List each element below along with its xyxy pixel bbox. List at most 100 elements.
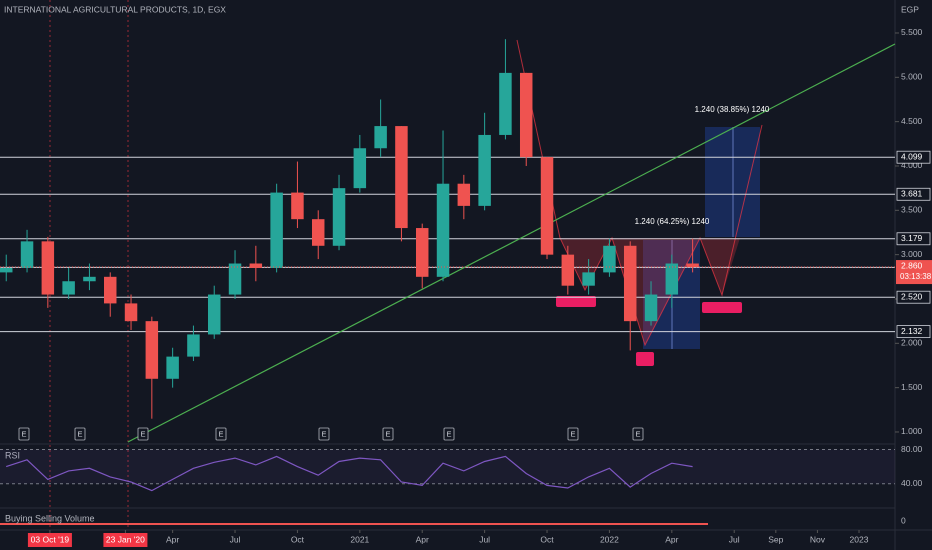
y-tick-label: 2.000 (901, 338, 923, 348)
level-label: 3.179 (901, 233, 923, 243)
pattern-label (702, 302, 742, 313)
earnings-icon (318, 427, 330, 441)
candle-body (20, 241, 34, 268)
earnings-icon (382, 427, 394, 441)
candle-body (519, 72, 533, 158)
level-box (896, 150, 931, 164)
candle-body (561, 254, 575, 286)
x-tick-label: Apr (416, 534, 429, 544)
candle-body (207, 294, 221, 335)
candle-body (603, 245, 616, 273)
pattern (560, 238, 612, 290)
rsi-tick-label: 80.00 (901, 444, 923, 454)
candle-body (249, 263, 263, 268)
candle-body (0, 267, 13, 273)
y-tick-label: 3.500 (901, 205, 923, 215)
x-tick-label: Apr (166, 534, 179, 544)
candle-body (62, 281, 75, 295)
x-tick-label: Oct (291, 534, 305, 544)
candle-body (41, 241, 55, 295)
x-tick-label: Sep (768, 534, 783, 544)
candle-body (124, 303, 138, 322)
x-tick-label: Jul (729, 534, 740, 544)
candle-body (415, 228, 429, 277)
x-marker-box (103, 533, 148, 547)
level-box (896, 232, 931, 246)
candle-body (478, 134, 491, 206)
earnings-label: E (77, 429, 82, 438)
trendline (127, 43, 896, 443)
pattern-label (556, 296, 596, 307)
volume-title: Buying Selling Volume (5, 513, 95, 523)
x-tick-label: Oct (540, 534, 554, 544)
earnings-label: E (385, 429, 390, 438)
rsi-tick-label: 40.00 (901, 478, 923, 488)
candle-body (270, 192, 283, 268)
currency: EGP (901, 4, 919, 14)
candle-body (166, 356, 179, 379)
y-tick-label: 4.000 (901, 160, 923, 170)
earnings-icon (137, 427, 149, 441)
candle-body (540, 157, 554, 255)
earnings-icon (215, 427, 227, 441)
x-tick-label: Nov (810, 534, 826, 544)
candle-body (187, 334, 200, 357)
candle-body (228, 263, 242, 295)
volume-tick-label: 0 (901, 515, 906, 525)
y-tick-label: 3.000 (901, 249, 923, 259)
candle-body (499, 72, 512, 135)
rsi-title: RSI (5, 450, 20, 460)
last-price-box (896, 260, 932, 285)
earnings-icon (632, 427, 644, 441)
level-box (896, 325, 931, 339)
earnings-label: E (446, 429, 451, 438)
candle-body (644, 294, 658, 322)
candle-body (686, 263, 699, 268)
candle-body (83, 276, 96, 282)
x-tick-label: Jul (230, 534, 241, 544)
earnings-icon (18, 427, 30, 441)
x-tick-label: Jul (479, 534, 490, 544)
rsi-band (0, 449, 895, 484)
level-label: 4.099 (901, 151, 923, 161)
pattern (700, 238, 740, 295)
x-marker-box (27, 533, 72, 547)
candle-body (145, 321, 159, 379)
x-tick-label: 2022 (600, 534, 619, 544)
candle-body (291, 192, 304, 220)
y-tick-label: 1.500 (901, 382, 923, 392)
level-label: 2.132 (901, 326, 923, 336)
countdown: 03:13:38 (900, 272, 932, 281)
level-box (896, 290, 931, 304)
earnings-label: E (218, 429, 223, 438)
rsi-line (6, 455, 693, 492)
earnings-label: E (570, 429, 575, 438)
candle-body (353, 148, 367, 189)
candle-body (457, 183, 471, 206)
annotation: 1.240 (38.85%) 1240 (695, 105, 770, 114)
x-tick-label: 03 Oct '19 (31, 534, 70, 544)
earnings-label: E (321, 429, 326, 438)
level-label: 3.681 (901, 189, 923, 199)
candle-body (665, 263, 679, 295)
y-tick-label: 1.000 (901, 426, 923, 436)
candle-body (436, 183, 450, 277)
pattern-label (636, 352, 654, 366)
earnings-icon (567, 427, 579, 441)
x-tick-label: 2021 (350, 534, 369, 544)
annotation: 1.240 (64.25%) 1240 (635, 217, 710, 226)
candle-body (332, 188, 346, 246)
candle-body (103, 276, 117, 304)
candle-body (374, 126, 387, 149)
earnings-icon (74, 427, 86, 441)
x-tick-label: Apr (665, 534, 678, 544)
earnings-label: E (140, 429, 145, 438)
x-tick-label: 2023 (850, 534, 869, 544)
y-tick-label: 5.000 (901, 72, 923, 82)
chart-title: INTERNATIONAL AGRICULTURAL PRODUCTS, 1D,… (4, 4, 226, 14)
earnings-label: E (21, 429, 26, 438)
candle-body (623, 245, 637, 322)
